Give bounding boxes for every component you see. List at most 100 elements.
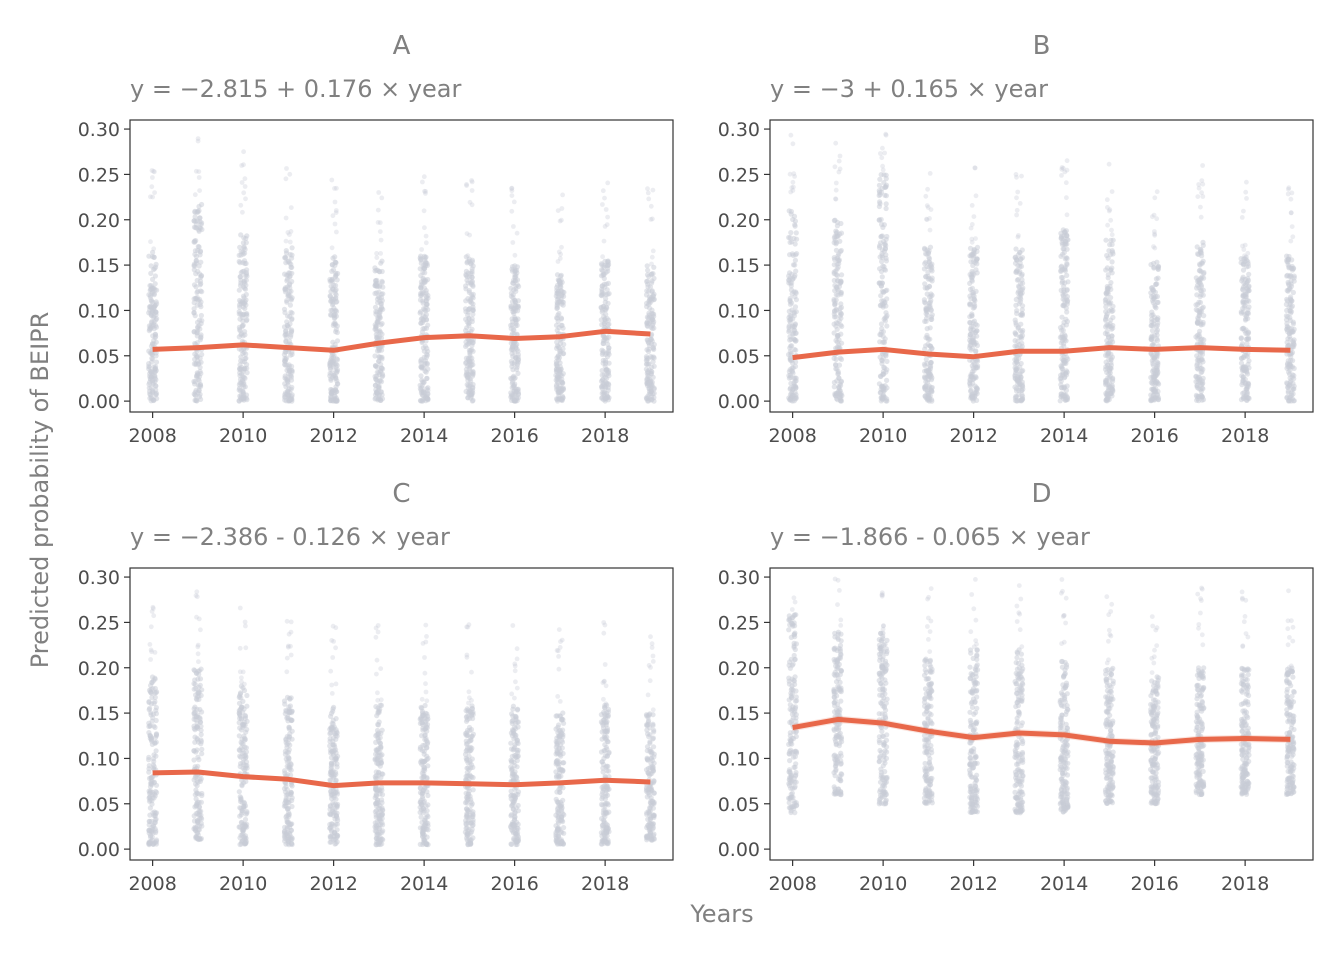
point [241,279,247,285]
point-outlier [927,227,933,233]
point [600,268,606,274]
point [1193,379,1199,385]
point [334,821,340,827]
point-outlier [650,248,656,254]
point [152,820,158,826]
point [147,303,153,309]
point [1103,364,1109,370]
point [881,222,888,228]
point [787,386,793,392]
point [147,705,153,711]
point-outlier [605,180,611,186]
point [329,724,335,730]
point [463,366,469,373]
point [285,718,291,724]
y-tick-label: 0.10 [718,300,760,322]
point [1103,317,1109,323]
point [330,339,336,345]
point [1287,367,1293,373]
point-outlier [284,669,290,675]
point [289,327,295,333]
point-outlier [558,251,563,257]
point-outlier [421,208,427,214]
point-outlier [1288,210,1294,216]
point [284,787,290,793]
point [928,307,934,313]
point [153,788,159,795]
point [284,323,291,329]
point [555,344,562,350]
point-outlier [241,190,247,196]
point [793,347,799,353]
point [793,289,799,295]
point-outlier [148,194,153,200]
point [927,299,933,305]
point [1062,291,1068,297]
point [332,311,338,318]
point [195,361,202,367]
point [791,274,797,280]
point-outlier [288,229,294,234]
point [1240,305,1246,311]
point [330,807,336,813]
point [194,289,200,296]
y-tick-label: 0.10 [78,300,120,322]
point [1285,314,1291,320]
point [554,284,560,291]
y-tick-label: 0.20 [78,210,120,232]
point [374,389,380,395]
point [287,302,293,308]
point-outlier [602,195,607,201]
point [1288,278,1294,284]
point [425,387,431,393]
point-outlier [287,232,292,238]
point [149,291,155,297]
point [198,799,204,805]
point [424,375,430,381]
point [836,385,842,391]
point [1106,349,1112,356]
point [1286,382,1292,388]
point [149,352,155,358]
point-outlier [196,175,202,180]
point [1109,333,1115,339]
point-outlier [559,206,565,211]
point [1063,316,1069,322]
point [193,749,199,755]
point [968,259,974,265]
point [146,381,152,387]
point-outlier [1198,214,1204,220]
point-outlier [649,261,654,267]
point [971,246,977,253]
point [328,307,334,313]
point-outlier [284,618,290,624]
point [1155,299,1161,305]
point [1286,330,1292,336]
point-outlier [512,252,518,258]
point [467,298,473,304]
point [418,284,424,290]
point [284,299,290,305]
point [372,396,378,402]
point-outlier [790,179,796,185]
point-outlier [604,222,610,228]
point [332,387,338,393]
point [554,315,560,321]
point-outlier [150,175,155,180]
point-outlier [1106,208,1112,214]
point [786,317,792,323]
point-outlier [376,190,382,195]
point [196,263,202,269]
point [881,340,888,346]
point [284,278,290,284]
point [289,803,295,810]
point [1245,275,1251,282]
point [146,769,152,775]
point [241,258,248,264]
point [418,373,424,379]
point [196,387,202,393]
point [969,369,976,375]
y-tick-label: 0.00 [78,391,120,413]
point [793,378,799,384]
point [469,316,475,322]
